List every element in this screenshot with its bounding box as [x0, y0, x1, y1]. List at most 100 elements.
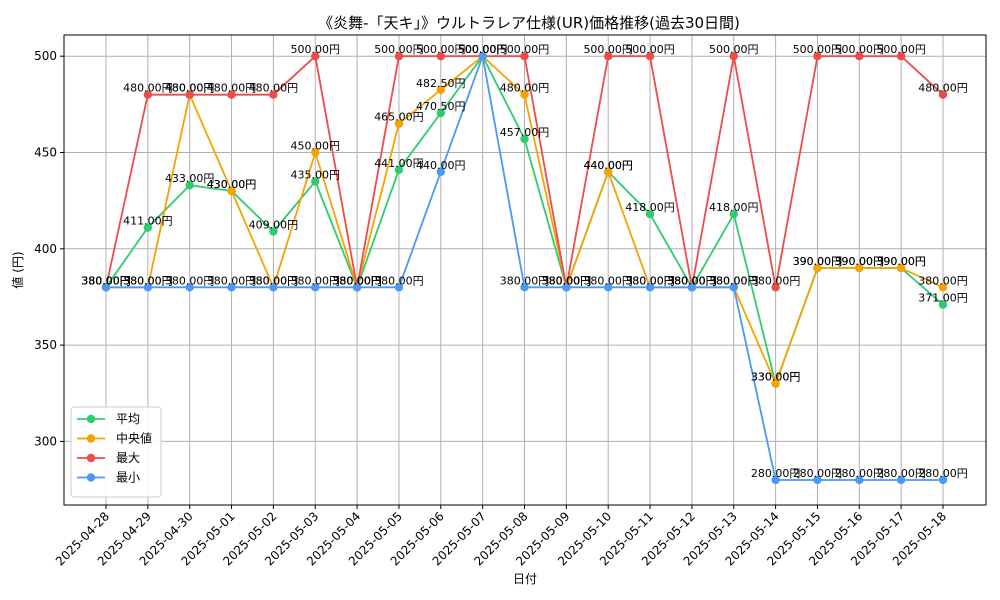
- data-point: [436, 51, 445, 61]
- grid: [64, 35, 986, 505]
- data-point: [436, 167, 445, 176]
- data-label: 380.00円: [500, 274, 550, 287]
- data-label: 380.00円: [165, 274, 215, 287]
- data-point: [729, 209, 738, 219]
- data-point: [771, 475, 780, 485]
- data-point: [729, 51, 738, 61]
- data-label: 418.00円: [709, 201, 759, 214]
- data-point: [143, 223, 153, 232]
- data-point: [227, 90, 236, 99]
- data-label: 411.00円: [123, 215, 173, 228]
- data-point: [101, 283, 111, 292]
- data-label: 380.00円: [291, 274, 341, 287]
- data-point: [645, 283, 655, 292]
- data-point: [520, 283, 529, 292]
- data-point: [143, 283, 153, 292]
- data-point: [394, 283, 404, 292]
- data-point: [269, 283, 278, 292]
- data-point: [813, 475, 822, 485]
- y-tick-label: 300: [34, 434, 57, 448]
- data-point: [855, 263, 864, 273]
- y-tick-label: 500: [34, 49, 57, 63]
- data-label: 380.00円: [123, 274, 173, 287]
- y-tick-label: 450: [34, 146, 57, 160]
- data-label: 380.00円: [542, 274, 592, 287]
- data-point: [687, 283, 697, 292]
- data-label: 280.00円: [918, 467, 968, 480]
- data-point: [562, 283, 571, 292]
- data-label: 430.00円: [207, 178, 257, 191]
- data-label: 500.00円: [835, 43, 885, 56]
- data-label: 500.00円: [458, 43, 508, 56]
- data-point: [855, 475, 864, 485]
- y-tick-label: 400: [34, 242, 57, 256]
- data-label: 440.00円: [416, 159, 466, 172]
- y-axis-label: 値 (円): [10, 251, 25, 288]
- data-point: [269, 227, 278, 236]
- data-label: 482.50円: [416, 77, 466, 90]
- data-point: [604, 167, 613, 176]
- data-point: [227, 186, 236, 196]
- data-label: 440.00円: [583, 159, 633, 172]
- data-label: 500.00円: [458, 43, 508, 56]
- data-label: 433.00円: [165, 172, 215, 185]
- data-point: [311, 177, 320, 186]
- data-label: 390.00円: [876, 255, 926, 268]
- data-point: [185, 90, 194, 99]
- data-point: [771, 283, 780, 292]
- data-label: 371.00円: [918, 292, 968, 305]
- data-label: 380.00円: [667, 274, 717, 287]
- data-label: 380.00円: [625, 274, 675, 287]
- data-label: 480.00円: [123, 82, 173, 95]
- data-point: [352, 283, 362, 292]
- data-label: 380.00円: [918, 274, 968, 287]
- data-label: 435.00円: [291, 168, 341, 181]
- data-label: 280.00円: [793, 467, 843, 480]
- data-label: 500.00円: [583, 43, 633, 56]
- data-point: [938, 300, 948, 309]
- data-label: 500.00円: [625, 43, 675, 56]
- data-label: 465.00円: [374, 111, 424, 124]
- legend-marker: [86, 414, 96, 424]
- data-point: [436, 85, 445, 95]
- data-label: 480.00円: [207, 82, 257, 95]
- data-point: [604, 51, 613, 61]
- data-point: [185, 181, 194, 190]
- data-point: [938, 283, 948, 292]
- data-point: [896, 263, 906, 273]
- data-label: 500.00円: [709, 43, 759, 56]
- data-point: [938, 90, 948, 99]
- data-label: 390.00円: [876, 255, 926, 268]
- data-label: 441.00円: [374, 157, 424, 170]
- data-point: [394, 165, 404, 175]
- data-point: [813, 51, 822, 61]
- data-label: 390.00円: [793, 255, 843, 268]
- data-label: 380.00円: [81, 274, 131, 287]
- data-label: 430.00円: [207, 178, 257, 191]
- y-tick-label: 350: [34, 338, 57, 352]
- data-label: 440.00円: [583, 159, 633, 172]
- legend-label: 中央値: [116, 431, 152, 446]
- data-point: [520, 90, 529, 99]
- data-point: [938, 475, 948, 485]
- data-label: 380.00円: [81, 274, 131, 287]
- data-point: [604, 283, 613, 292]
- data-point: [311, 148, 320, 157]
- data-point: [311, 51, 320, 61]
- data-label: 500.00円: [458, 43, 508, 56]
- y-axis: 300 350 400 450 500: [34, 49, 64, 448]
- data-label: 380.00円: [542, 274, 592, 287]
- data-label: 390.00円: [793, 255, 843, 268]
- data-label: 480.00円: [165, 82, 215, 95]
- data-label: 380.00円: [332, 274, 382, 287]
- data-point: [394, 119, 404, 128]
- data-label: 500.00円: [793, 43, 843, 56]
- data-label: 380.00円: [542, 274, 592, 287]
- data-label: 330.00円: [751, 371, 801, 384]
- data-label: 380.00円: [207, 274, 257, 287]
- data-label: 390.00円: [835, 255, 885, 268]
- data-label: 380.00円: [542, 274, 592, 287]
- data-point: [855, 51, 864, 61]
